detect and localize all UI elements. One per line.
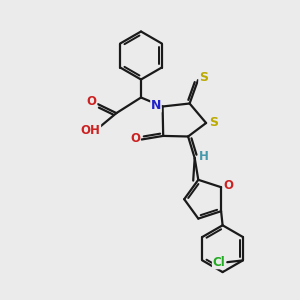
Text: S: S [199,70,208,84]
Text: S: S [209,116,218,130]
Text: Cl: Cl [212,256,225,269]
Text: N: N [151,99,161,112]
Text: OH: OH [81,124,100,137]
Text: O: O [130,132,140,146]
Text: O: O [224,179,234,192]
Text: O: O [87,95,97,108]
Text: H: H [200,150,209,164]
